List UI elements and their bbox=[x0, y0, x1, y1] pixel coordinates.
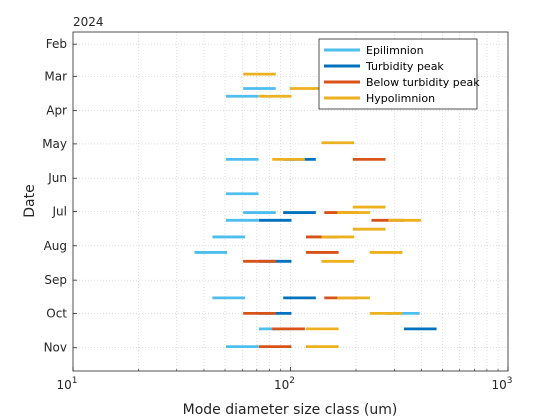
y-tick-label: Oct bbox=[46, 306, 67, 320]
y-tick-label: Aug bbox=[44, 239, 67, 253]
y-tick-label: Sep bbox=[44, 273, 67, 287]
data-marks bbox=[194, 72, 437, 349]
legend-label-hypolimnion: Hypolimnion bbox=[366, 92, 435, 105]
y-tick-label: Feb bbox=[46, 37, 67, 51]
y-tick-label: Mar bbox=[44, 69, 67, 83]
legend-entry-turbidity-peak: Turbidity peak bbox=[324, 60, 444, 73]
date-axis-label: 2024 bbox=[73, 15, 104, 29]
y-tick-label: Jul bbox=[52, 204, 67, 218]
y-tick-label: Jun bbox=[47, 171, 67, 185]
x-axis-label: Mode diameter size class (um) bbox=[183, 402, 398, 418]
x-tick-exponent: 3 bbox=[507, 376, 513, 386]
legend-label-below-turbidity-peak: Below turbidity peak bbox=[366, 76, 480, 89]
y-axis-label: Date bbox=[22, 184, 38, 217]
legend: Epilimnion Turbidity peak Below turbidit… bbox=[318, 38, 480, 110]
y-tick-label: May bbox=[42, 137, 67, 151]
x-tick-exponent: 1 bbox=[72, 376, 78, 386]
y-tick-label: Nov bbox=[44, 341, 67, 355]
legend-label-epilimnion: Epilimnion bbox=[366, 44, 424, 57]
x-tick-exponent: 2 bbox=[289, 376, 295, 386]
legend-entry-epilimnion: Epilimnion bbox=[324, 44, 424, 57]
legend-entry-below-turbidity-peak: Below turbidity peak bbox=[324, 76, 480, 89]
legend-entry-hypolimnion: Hypolimnion bbox=[324, 92, 435, 105]
grid bbox=[72, 32, 509, 371]
legend-label-turbidity-peak: Turbidity peak bbox=[365, 60, 444, 73]
y-tick-label: Apr bbox=[46, 104, 67, 118]
